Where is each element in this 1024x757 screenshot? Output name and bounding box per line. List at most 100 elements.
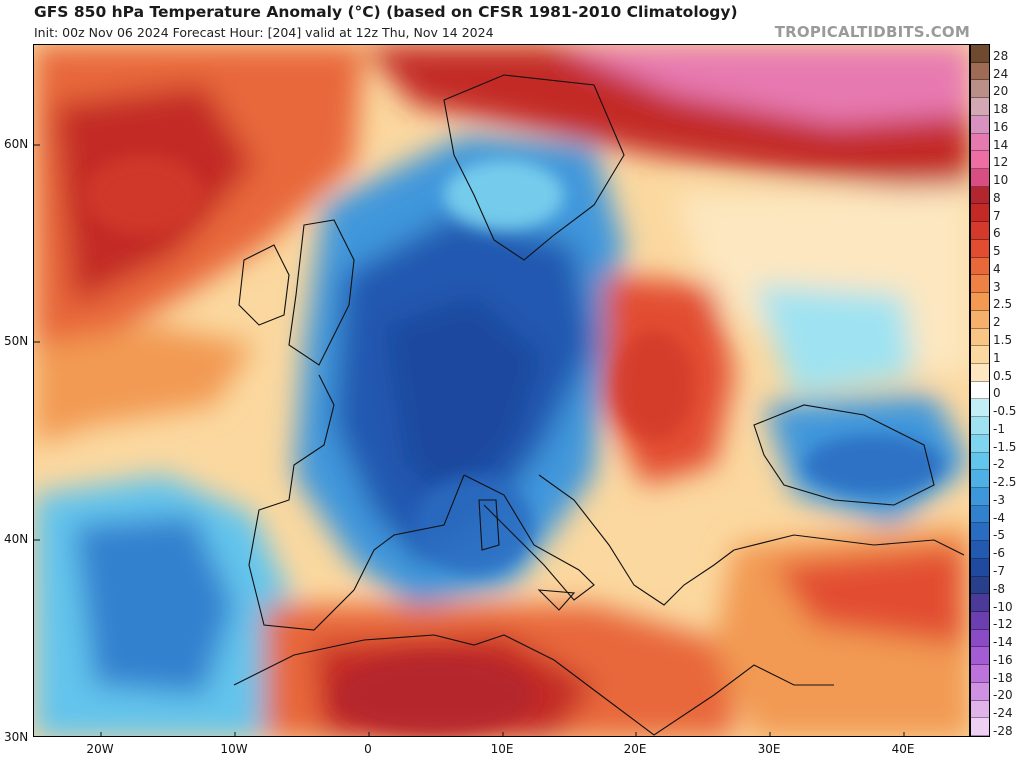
coast-europe-west (248, 374, 465, 631)
colorbar-tick-label: 20 (993, 84, 1009, 99)
colorbar-tick-label: -0.5 (993, 404, 1017, 419)
lat-label-60n: 60N (4, 137, 29, 151)
warm-atlantic-band (34, 325, 254, 445)
anomaly-field (34, 45, 969, 736)
colorbar-tick-label: 6 (993, 226, 1001, 241)
colorbar-tick-label: 2 (993, 315, 1001, 330)
cold-russia-patch (754, 285, 914, 395)
colorbar-swatch (971, 523, 989, 542)
colorbar-tick-label: -10 (993, 599, 1013, 614)
colorbar-swatch (971, 558, 989, 577)
colorbar-tick-label: 1 (993, 350, 1001, 365)
colorbar-tick-label: -6 (993, 546, 1005, 561)
colorbar-tick-label: -14 (993, 635, 1013, 650)
colorbar-labels: 28 24 20 18 16 14 12 10 8 7 6 5 4 3 2.5 2 1.5 1 0.5 0 -0.5 -1… (993, 44, 1024, 737)
anomaly-map (33, 44, 970, 737)
colorbar-swatch (971, 293, 989, 311)
colorbar-swatch (971, 115, 989, 134)
cold-cell-scandinavia (444, 160, 564, 230)
coast-north-africa (233, 634, 834, 736)
coastlines (233, 74, 965, 736)
colorbar-tick-label: 4 (993, 261, 1001, 276)
anomaly-map-canvas (34, 45, 969, 736)
colorbar-swatch (971, 239, 989, 258)
colorbar-swatch (971, 434, 989, 453)
warm-cell-atlantic (84, 155, 204, 235)
colorbar-swatch (971, 363, 989, 382)
colorbar-swatch (971, 576, 989, 595)
lon-label-40e: 40E (891, 742, 915, 756)
colorbar-tick-label: 24 (993, 66, 1009, 81)
colorbar-tick-label: -16 (993, 652, 1013, 667)
colorbar-swatch (971, 718, 989, 737)
colorbar-swatch (971, 310, 989, 329)
colorbar-swatch (971, 487, 989, 506)
colorbar-swatch (971, 204, 989, 223)
lon-label-0: 0 (364, 742, 372, 756)
cold-core-extreme (384, 295, 544, 505)
colorbar-tick-label: -1.5 (993, 439, 1017, 454)
coast-black-sea (753, 404, 935, 506)
colorbar-swatch (971, 62, 989, 81)
colorbar-tick-label: 14 (993, 137, 1009, 152)
colorbar-tick-label: -7 (993, 563, 1005, 578)
colorbar-swatch (971, 275, 989, 294)
coast-scandinavia (443, 74, 625, 261)
colorbar-tick-label: -8 (993, 581, 1005, 596)
colorbar-swatch (971, 151, 989, 170)
colorbar-tick-label: 16 (993, 119, 1009, 134)
colorbar-tick-label: -1 (993, 421, 1005, 436)
colorbar-swatch (971, 629, 989, 648)
warm-cell-algeria (334, 655, 534, 735)
map-title: GFS 850 hPa Temperature Anomaly (°C) (ba… (34, 3, 738, 21)
colorbar-swatch (971, 328, 989, 347)
colorbar-tick-label: 28 (993, 48, 1009, 63)
source-watermark: TROPICALTIDBITS.COM (774, 23, 970, 41)
colorbar-tick-label: 3 (993, 279, 1001, 294)
colorbar-swatch (971, 399, 989, 418)
coast-sardinia (478, 499, 500, 551)
colorbar-swatch (971, 417, 989, 435)
lon-label-10w: 10W (220, 742, 248, 756)
colorbar-swatch (971, 682, 989, 701)
colorbar-tick-label: -4 (993, 510, 1005, 525)
colorbar-swatch (971, 665, 989, 683)
colorbar-swatch (971, 594, 989, 612)
colorbar-tick-label: -3 (993, 492, 1005, 507)
colorbar-swatch (971, 186, 989, 205)
coast-italy (463, 474, 595, 601)
colorbar-tick-label: -2 (993, 457, 1005, 472)
lon-label-20e: 20E (623, 742, 647, 756)
lat-label-40n: 40N (4, 532, 29, 546)
colorbar-tick-label: -20 (993, 688, 1013, 703)
colorbar-tick-label: 12 (993, 155, 1009, 170)
colorbar-tick-label: 1.5 (993, 333, 1013, 348)
colorbar-swatch (971, 541, 989, 559)
coast-turkey (733, 534, 965, 556)
colorbar-tick-label: -24 (993, 706, 1013, 721)
colorbar-swatch (971, 452, 989, 471)
coast-british-isles (238, 219, 355, 366)
colorbar-tick-label: -18 (993, 670, 1013, 685)
colorbar-swatch (971, 222, 989, 240)
coast-sicily (537, 589, 576, 611)
colorbar-tick-label: 0.5 (993, 368, 1013, 383)
warm-cell-hungary (614, 330, 694, 440)
colorbar-tick-label: 2.5 (993, 297, 1013, 312)
colorbar-swatch (971, 612, 989, 630)
colorbar-swatch (971, 647, 989, 666)
cold-cell-black-sea (804, 435, 944, 495)
colorbar-swatch (971, 45, 989, 63)
colorbar-swatch (971, 505, 989, 524)
graticule-ticks (34, 144, 905, 736)
colorbar-tick-label: 0 (993, 386, 1001, 401)
colorbar-tick-label: 10 (993, 173, 1009, 188)
colorbar-tick-label: 5 (993, 244, 1001, 259)
colorbar (970, 44, 990, 737)
cold-cell-tyrrhenian (414, 475, 534, 575)
colorbar-swatch (971, 169, 989, 187)
lon-label-30e: 30E (757, 742, 781, 756)
cold-atlantic-strong (74, 515, 234, 695)
colorbar-swatch (971, 133, 989, 152)
warm-turkey-core (774, 545, 964, 645)
